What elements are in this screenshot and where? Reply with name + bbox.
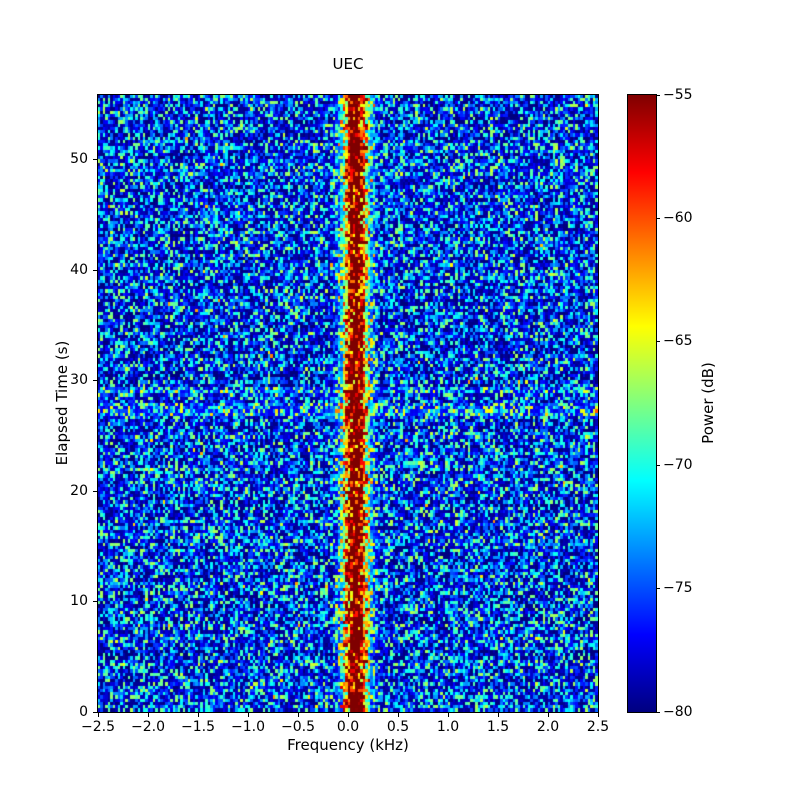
y-tick — [93, 711, 97, 713]
y-tick — [93, 490, 97, 492]
x-tick — [597, 713, 599, 717]
colorbar-tick-label: −65 — [663, 333, 693, 350]
colorbar-tick — [656, 217, 660, 219]
x-tick-label: 1.0 — [436, 719, 460, 735]
x-tick — [497, 713, 499, 717]
y-tick-label: 30 — [70, 372, 88, 389]
colorbar-tick-label: −60 — [663, 209, 693, 226]
x-tick-label: 1.5 — [486, 719, 510, 735]
y-tick-label: 10 — [70, 593, 88, 610]
y-tick-label: 0 — [79, 703, 88, 720]
x-tick-label: −2.5 — [81, 719, 115, 735]
colorbar-tick-label: −75 — [663, 580, 693, 597]
x-tick-label: 2.0 — [536, 719, 560, 735]
x-tick — [197, 713, 199, 717]
colorbar-tick — [656, 94, 660, 96]
x-tick — [447, 713, 449, 717]
colorbar-tick — [656, 341, 660, 343]
x-tick-label: −2.0 — [131, 719, 165, 735]
y-tick-label: 20 — [70, 482, 88, 499]
y-tick-label: 50 — [70, 151, 88, 168]
x-tick — [297, 713, 299, 717]
colorbar — [627, 94, 657, 713]
x-tick — [247, 713, 249, 717]
colorbar-tick-label: −55 — [663, 86, 693, 103]
x-tick-label: 0.5 — [386, 719, 410, 735]
y-tick — [93, 269, 97, 271]
spectrogram-plot — [97, 94, 599, 713]
colorbar-label: Power (dB) — [699, 362, 717, 444]
y-tick-label: 40 — [70, 261, 88, 278]
colorbar-tick — [656, 711, 660, 713]
y-tick — [93, 380, 97, 382]
colorbar-tick — [656, 588, 660, 590]
x-tick-label: −1.5 — [181, 719, 215, 735]
x-tick — [97, 713, 99, 717]
spectrogram-canvas — [98, 95, 598, 712]
x-tick-label: 0.0 — [336, 719, 360, 735]
x-axis-label: Frequency (kHz) — [287, 736, 409, 754]
x-tick — [147, 713, 149, 717]
y-tick — [93, 601, 97, 603]
y-tick — [93, 159, 97, 161]
x-tick-label: 2.5 — [586, 719, 610, 735]
x-tick — [547, 713, 549, 717]
colorbar-gradient — [628, 95, 656, 712]
x-tick — [397, 713, 399, 717]
y-axis-label: Elapsed Time (s) — [53, 340, 71, 466]
colorbar-tick-label: −70 — [663, 456, 693, 473]
x-tick — [347, 713, 349, 717]
x-tick-label: −0.5 — [281, 719, 315, 735]
plot-title: UEC — [332, 55, 364, 73]
x-tick-label: −1.0 — [231, 719, 265, 735]
colorbar-tick — [656, 464, 660, 466]
colorbar-tick-label: −80 — [663, 703, 693, 720]
